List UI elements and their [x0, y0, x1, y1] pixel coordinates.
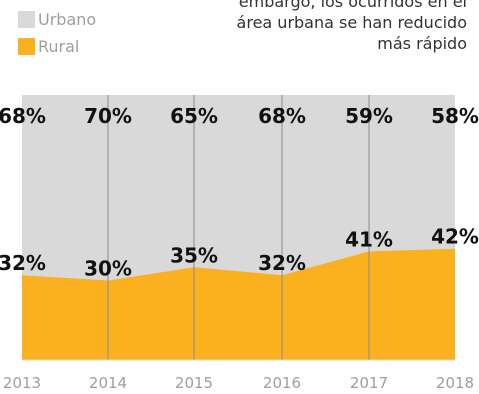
data-label-rural-2017: 41%	[345, 227, 393, 251]
data-label-urbano-2018: 58%	[431, 104, 479, 128]
x-tick-label-2014: 2014	[89, 374, 127, 392]
legend-label-rural: Rural	[38, 37, 80, 56]
data-label-rural-2014: 30%	[84, 257, 132, 281]
annotation-line: embargo, los ocurridos en el	[238, 0, 467, 11]
x-tick-label-2018: 2018	[436, 374, 474, 392]
legend: Urbano Rural	[18, 6, 96, 60]
legend-item-rural[interactable]: Rural	[18, 33, 96, 60]
legend-item-urbano[interactable]: Urbano	[18, 6, 96, 33]
annotation-line: área urbana se han reducido	[236, 13, 467, 32]
annotation-line: más rápido	[377, 34, 467, 53]
data-label-urbano-2015: 65%	[170, 104, 218, 128]
legend-swatch-urbano	[18, 11, 35, 28]
legend-label-urbano: Urbano	[38, 10, 97, 29]
x-tick-label-2015: 2015	[175, 374, 213, 392]
data-label-urbano-2013: 68%	[0, 104, 46, 128]
data-label-rural-2013: 32%	[0, 251, 46, 275]
data-label-rural-2016: 32%	[258, 251, 306, 275]
area-rural	[22, 248, 455, 360]
data-label-rural-2018: 42%	[431, 225, 479, 249]
x-tick-label-2017: 2017	[350, 374, 388, 392]
x-tick-label-2013: 2013	[3, 374, 41, 392]
data-label-rural-2015: 35%	[170, 243, 218, 267]
chart-annotation: embargo, los ocurridos en el área urbana…	[187, 0, 467, 54]
x-tick-label-2016: 2016	[263, 374, 301, 392]
data-label-urbano-2016: 68%	[258, 104, 306, 128]
legend-swatch-rural	[18, 38, 35, 55]
data-label-urbano-2014: 70%	[84, 104, 132, 128]
data-label-urbano-2017: 59%	[345, 104, 393, 128]
